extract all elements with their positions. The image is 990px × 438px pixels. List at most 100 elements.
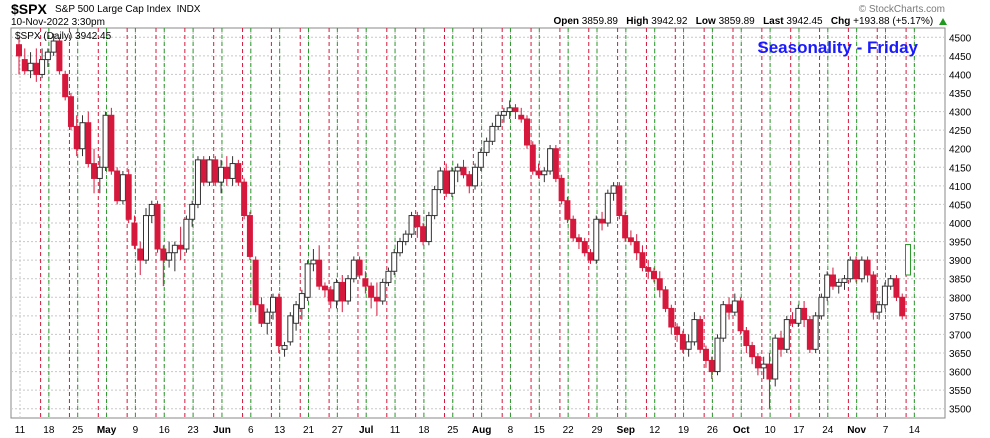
candle	[148, 200, 155, 223]
candle-body	[610, 185, 617, 194]
candle-body	[818, 296, 825, 317]
candle-body	[137, 248, 144, 261]
candle	[593, 215, 600, 264]
candle-body	[362, 278, 369, 287]
x-tick-label: Oct	[733, 425, 750, 436]
y-tick-label: 3650	[949, 349, 972, 360]
candle	[194, 156, 201, 209]
candle	[708, 356, 715, 379]
candle-body	[223, 166, 230, 179]
candle	[114, 167, 121, 205]
candle	[806, 315, 813, 353]
y-tick-label: 3950	[949, 238, 972, 249]
candle-body	[350, 259, 357, 280]
candle-body	[310, 259, 317, 265]
candle	[79, 115, 86, 157]
candle	[258, 297, 265, 327]
candle	[304, 260, 311, 301]
candle	[835, 278, 842, 294]
candle	[171, 241, 178, 272]
candle	[841, 275, 848, 290]
candle-body	[524, 118, 530, 146]
candle-body	[102, 114, 109, 168]
candle	[420, 223, 427, 246]
candle-body	[702, 348, 709, 361]
candle	[547, 145, 554, 175]
x-tick-label: 17	[793, 425, 805, 436]
candle-body	[131, 222, 138, 246]
ohlc-summary: Open 3859.89 High 3942.92 Low 3859.89 La…	[553, 16, 947, 27]
y-tick-label: 3900	[949, 256, 972, 267]
candle-body	[160, 248, 167, 261]
candle-body	[541, 170, 548, 176]
candle-body	[801, 307, 808, 321]
candle	[645, 260, 652, 279]
candle-body	[512, 107, 519, 113]
candle-body	[893, 278, 900, 298]
seasonality-lines	[40, 28, 915, 418]
candle	[437, 167, 444, 194]
candle	[714, 334, 721, 376]
candle	[731, 293, 738, 316]
candle	[362, 271, 369, 294]
candle	[668, 304, 675, 335]
chart-legend: $SPX (Daily) 3942.45	[15, 31, 112, 42]
candle	[616, 182, 623, 220]
candle-body	[749, 345, 756, 358]
chg-value: +193.88 (+5.17%)	[853, 16, 934, 27]
candle	[500, 107, 507, 123]
candle-body	[154, 203, 161, 250]
candle-body	[876, 304, 883, 313]
candle-body	[333, 281, 340, 302]
candle	[316, 245, 323, 290]
candle-body	[321, 285, 328, 291]
x-tick-label: Jun	[213, 425, 231, 436]
x-tick-label: 10	[765, 425, 777, 436]
candle-body	[270, 296, 276, 313]
candle-body	[535, 170, 542, 176]
candle	[489, 122, 496, 145]
candle	[50, 33, 57, 56]
candle-body	[258, 304, 265, 324]
candle-body	[587, 252, 594, 261]
candle-body	[212, 159, 219, 183]
candle	[235, 159, 242, 186]
x-tick-label: 11	[15, 425, 26, 436]
candle	[881, 282, 888, 309]
candle-body	[218, 166, 225, 183]
candle	[206, 156, 213, 186]
high-value: 3942.92	[651, 16, 688, 27]
candle-body	[593, 218, 600, 261]
candle	[858, 256, 865, 283]
candle	[587, 249, 594, 264]
y-tick-label: 4350	[949, 89, 972, 100]
candle-body	[73, 125, 80, 150]
x-tick-label: 7	[883, 425, 889, 436]
x-tick-label: 14	[909, 425, 921, 436]
x-tick-label: 13	[274, 425, 286, 436]
x-tick-label: 12	[649, 425, 661, 436]
candle	[143, 208, 149, 264]
candle	[443, 163, 450, 197]
y-tick-label: 3500	[949, 405, 972, 416]
candle	[766, 353, 773, 409]
candle	[264, 308, 271, 335]
candle-body	[252, 259, 259, 306]
candle-body	[853, 259, 860, 280]
candle-body	[824, 274, 831, 298]
candle	[327, 286, 334, 309]
candle-body	[408, 215, 415, 235]
candle	[391, 249, 398, 275]
candle	[656, 271, 663, 298]
candle-body	[881, 285, 888, 306]
candle-body	[316, 259, 323, 287]
y-tick-label: 3800	[949, 293, 972, 304]
y-tick-label: 4100	[949, 182, 972, 193]
candle	[864, 256, 871, 283]
candle-body	[460, 166, 467, 176]
y-tick-label: 4200	[949, 145, 972, 156]
candle	[662, 286, 669, 313]
candle-body	[558, 177, 565, 202]
candle-body	[778, 337, 784, 350]
candle	[743, 327, 750, 353]
